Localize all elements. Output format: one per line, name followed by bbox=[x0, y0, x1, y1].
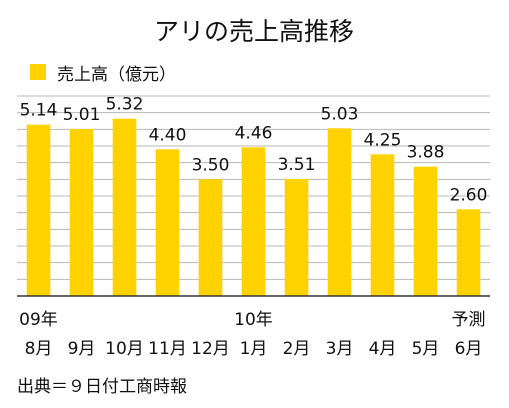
bar-10 bbox=[456, 209, 481, 296]
bar-8 bbox=[370, 154, 395, 296]
value-labels: 5.14 5.015.324.403.504.463.51 5.034.253.88… bbox=[20, 95, 488, 206]
x-tick-label-3: 11月 bbox=[148, 339, 187, 359]
x-tick-label-9: 5月 bbox=[412, 339, 440, 359]
value-label-9: 3.88 bbox=[407, 143, 445, 163]
bars bbox=[26, 118, 481, 297]
x-tick-label-6: 2月 bbox=[283, 339, 311, 359]
source-note: 出典＝９日付工商時報 bbox=[17, 377, 187, 397]
x-tick-label-5: 1月 bbox=[240, 339, 268, 359]
value-label-0: 5.14 bbox=[20, 101, 58, 121]
bar-0 bbox=[26, 124, 51, 297]
bar-5 bbox=[241, 147, 266, 296]
value-label-10: 2.60 bbox=[450, 185, 488, 205]
value-label-2: 5.32 bbox=[106, 95, 144, 115]
x-tick-label-0: 8月 bbox=[25, 339, 53, 359]
x-tick-label-8: 4月 bbox=[369, 339, 397, 359]
bar-1 bbox=[69, 129, 94, 296]
x-tick-label-4: 12月 bbox=[191, 339, 230, 359]
bar-7 bbox=[327, 128, 352, 296]
bar-9 bbox=[413, 166, 438, 296]
value-label-6: 3.51 bbox=[278, 155, 316, 175]
value-label-7: 5.03 bbox=[321, 104, 359, 124]
x-tick-labels: 8月 9月 10月 11月 12月 1月 2月 3月 4月 5月 6月 bbox=[25, 339, 483, 359]
legend-swatch bbox=[30, 64, 46, 80]
value-label-1: 5.01 bbox=[63, 105, 101, 125]
value-label-4: 3.50 bbox=[192, 155, 230, 175]
value-label-8: 4.25 bbox=[364, 130, 402, 150]
bar-2 bbox=[112, 118, 137, 297]
x-group-label-5: 10年 bbox=[234, 310, 273, 330]
bar-3 bbox=[155, 149, 180, 296]
x-tick-label-1: 9月 bbox=[68, 339, 96, 359]
x-tick-label-10: 6月 bbox=[455, 339, 483, 359]
chart-title: アリの売上高推移 bbox=[154, 17, 354, 46]
x-group-labels: 09年 10年 予測 bbox=[19, 310, 485, 330]
x-group-label-0: 09年 bbox=[19, 310, 58, 330]
x-group-label-10: 予測 bbox=[452, 310, 486, 330]
x-tick-label-2: 10月 bbox=[105, 339, 144, 359]
bar-6 bbox=[284, 179, 309, 296]
value-label-5: 4.46 bbox=[235, 123, 273, 143]
legend-label: 売上高（億元） bbox=[57, 65, 176, 85]
value-label-3: 4.40 bbox=[149, 125, 187, 145]
bar-4 bbox=[198, 179, 223, 296]
x-tick-label-7: 3月 bbox=[326, 339, 354, 359]
